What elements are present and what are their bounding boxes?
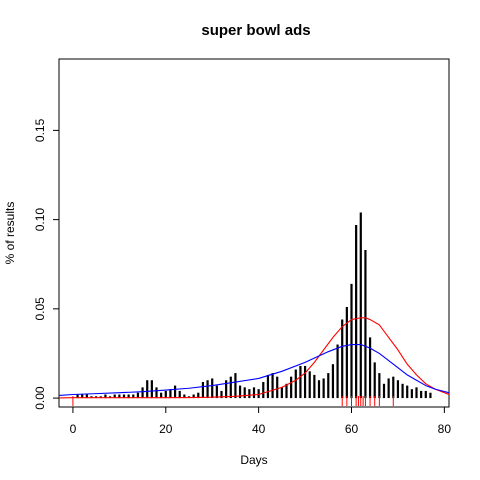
x-tick-label: 40	[252, 422, 266, 436]
chart-title: super bowl ads	[201, 22, 310, 39]
x-tick-label: 20	[159, 422, 173, 436]
blue-curve	[59, 343, 449, 396]
red-curve	[59, 317, 449, 399]
y-tick-label: 0.00	[33, 386, 47, 410]
y-tick-label: 0.15	[33, 118, 47, 142]
y-tick-label: 0.10	[33, 208, 47, 232]
plot-area: 0 20 40 60 80 0.00 0.05 0.10 0.15	[33, 58, 452, 436]
plot-frame	[58, 58, 450, 408]
x-tick-label: 0	[70, 422, 77, 436]
x-tick-label: 60	[345, 422, 359, 436]
x-tick-label: 80	[438, 422, 452, 436]
y-tick-label: 0.05	[33, 297, 47, 321]
y-axis-label: % of results	[3, 202, 17, 265]
x-axis-label: Days	[240, 453, 267, 467]
